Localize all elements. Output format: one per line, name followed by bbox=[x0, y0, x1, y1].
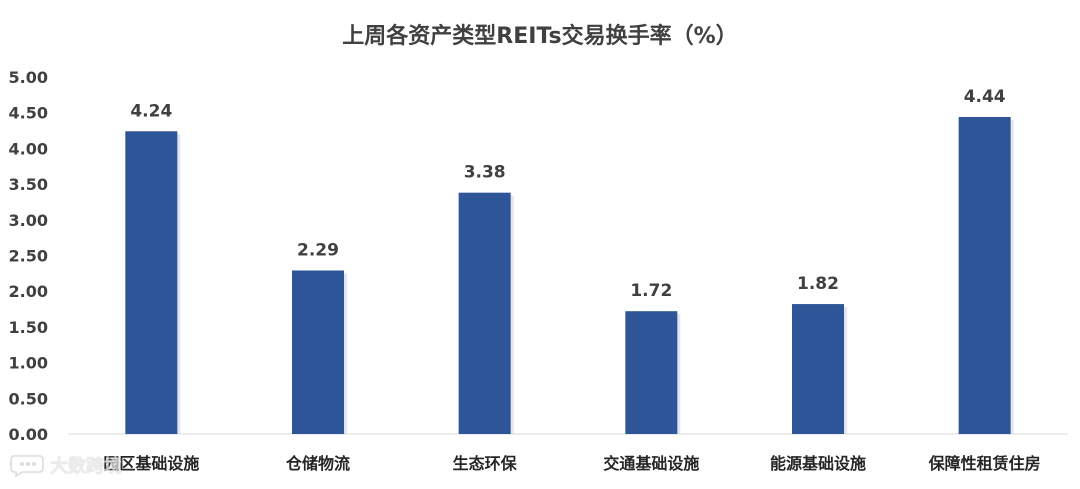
chat-bubble-icon bbox=[10, 455, 44, 477]
y-tick-label: 1.50 bbox=[9, 318, 48, 337]
data-label: 2.29 bbox=[297, 240, 339, 260]
bar bbox=[625, 311, 678, 434]
x-tick-label: 仓储物流 bbox=[285, 454, 350, 473]
data-label: 1.72 bbox=[630, 281, 672, 301]
bar bbox=[292, 270, 344, 434]
data-label: 3.38 bbox=[464, 163, 506, 183]
y-tick-label: 4.00 bbox=[9, 139, 48, 158]
x-tick-label: 园区基础设施 bbox=[103, 454, 199, 473]
x-tick-label: 保障性租赁住房 bbox=[928, 454, 1041, 473]
chart-title: 上周各资产类型REITs交易换手率（%） bbox=[342, 24, 738, 49]
bar bbox=[458, 192, 511, 434]
x-tick-label: 生态环保 bbox=[453, 454, 518, 473]
y-tick-label: 5.00 bbox=[9, 68, 48, 87]
x-tick-label: 能源基础设施 bbox=[770, 454, 866, 473]
watermark-text: 大数跨境 bbox=[50, 456, 122, 477]
y-tick-label: 2.50 bbox=[9, 247, 48, 266]
y-tick-label: 2.00 bbox=[9, 282, 48, 301]
watermark: 大数跨境 bbox=[10, 452, 122, 478]
data-label: 4.44 bbox=[964, 87, 1006, 107]
y-tick-label: 3.00 bbox=[9, 211, 48, 230]
bar bbox=[958, 116, 1011, 434]
bar bbox=[125, 131, 178, 435]
y-tick-label: 4.50 bbox=[9, 104, 48, 123]
data-label: 1.82 bbox=[797, 274, 839, 294]
y-tick-label: 0.50 bbox=[9, 389, 48, 408]
y-tick-label: 0.00 bbox=[9, 425, 48, 444]
x-tick-label: 交通基础设施 bbox=[603, 454, 699, 473]
y-tick-label: 3.50 bbox=[9, 175, 48, 194]
data-label: 4.24 bbox=[130, 101, 172, 121]
y-tick-label: 1.00 bbox=[9, 354, 48, 373]
bar bbox=[792, 304, 844, 434]
